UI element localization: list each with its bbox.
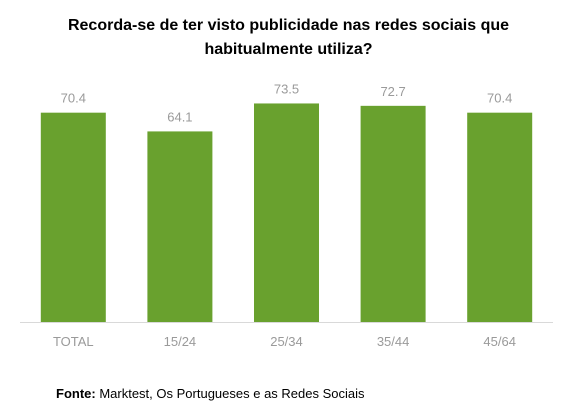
x-tick-label: 35/44 [377, 334, 410, 349]
data-label: 73.5 [274, 81, 299, 96]
source-prefix: Fonte: [56, 386, 96, 401]
x-tick-label: 15/24 [164, 334, 197, 349]
x-tick-label: 45/64 [483, 334, 516, 349]
bar-45-64 [467, 112, 533, 322]
chart-title: Recorda-se de ter visto publicidade nas … [0, 14, 577, 62]
data-label: 64.1 [167, 109, 192, 124]
source-text: Marktest, Os Portugueses e as Redes Soci… [95, 386, 365, 401]
source-note: Fonte: Marktest, Os Portugueses e as Red… [56, 386, 365, 401]
bar-total [40, 112, 106, 322]
bar-35-44 [360, 105, 426, 322]
bar-25-34 [254, 103, 319, 323]
data-label: 70.4 [61, 91, 86, 106]
data-label: 70.4 [487, 91, 512, 106]
x-tick-label: TOTAL [53, 334, 94, 349]
bar-15-24 [147, 131, 213, 322]
chart-title-line-1: Recorda-se de ter visto publicidade nas … [67, 17, 510, 34]
data-label: 72.7 [380, 84, 405, 99]
x-tick-label: 25/34 [270, 334, 303, 349]
chart-title-line-2: habitualmente utiliza? [204, 41, 373, 58]
